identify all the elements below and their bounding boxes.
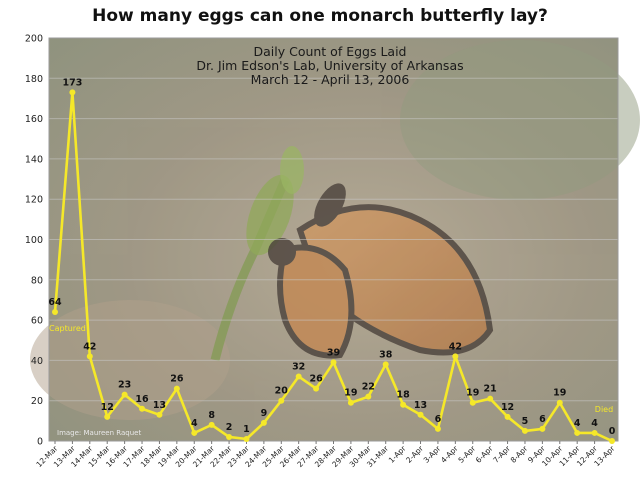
- y-tick-label: 180: [25, 74, 43, 85]
- data-point: [191, 429, 198, 436]
- data-point: [52, 309, 58, 316]
- data-point: [208, 421, 215, 428]
- data-point: [591, 429, 598, 436]
- data-label: 13: [153, 400, 166, 411]
- data-label: 6: [539, 414, 546, 425]
- data-label: 32: [292, 362, 305, 373]
- annotations: Captured Died: [49, 324, 613, 414]
- data-label: 13: [414, 400, 427, 411]
- data-point: [521, 427, 528, 434]
- y-tick-label: 140: [25, 154, 43, 165]
- data-label: 4: [591, 418, 598, 429]
- data-point: [556, 399, 563, 406]
- data-point: [278, 397, 285, 404]
- x-tick-label: 13-Apr: [592, 443, 617, 468]
- data-label: 64: [48, 297, 62, 308]
- image-credit-text: Image: Maureen Raquet: [57, 429, 141, 437]
- data-label: 8: [208, 410, 215, 421]
- y-tick-label: 40: [31, 356, 43, 367]
- data-point: [365, 393, 372, 400]
- data-point: [313, 385, 320, 392]
- y-tick-label: 200: [25, 34, 43, 45]
- x-tick-label: 3-Apr: [422, 443, 443, 464]
- data-point: [260, 419, 267, 426]
- data-label: 20: [275, 386, 289, 397]
- data-label: 22: [362, 382, 375, 393]
- data-point: [434, 425, 441, 432]
- x-tick-label: 2-Apr: [404, 443, 425, 464]
- data-point: [539, 425, 546, 432]
- data-label: 42: [449, 341, 462, 352]
- data-label: 4: [574, 418, 581, 429]
- data-point: [347, 399, 354, 406]
- subtitle-line: March 12 - April 13, 2006: [251, 72, 410, 87]
- data-point: [400, 401, 407, 408]
- y-tick-label: 60: [31, 316, 43, 327]
- data-label: 23: [118, 380, 131, 391]
- data-label: 19: [344, 388, 357, 399]
- data-label: 16: [135, 394, 149, 405]
- data-label: 2: [226, 422, 233, 433]
- data-point: [452, 353, 459, 360]
- data-label: 26: [170, 374, 184, 385]
- data-label: 12: [501, 402, 514, 413]
- annotation-label: Captured: [49, 324, 86, 333]
- data-point: [295, 373, 302, 380]
- y-tick-label: 120: [25, 195, 43, 206]
- x-tick-label: 8-Apr: [509, 443, 530, 464]
- data-label: 6: [435, 414, 442, 425]
- data-point: [226, 433, 233, 440]
- data-label: 19: [553, 388, 566, 399]
- data-label: 19: [466, 388, 479, 399]
- subtitle-line: Dr. Jim Edson's Lab, University of Arkan…: [196, 58, 463, 73]
- data-point: [139, 405, 146, 412]
- image-credit: Image: Maureen Raquet: [57, 429, 141, 437]
- data-point: [243, 435, 250, 442]
- data-label: 21: [484, 384, 497, 395]
- egg-count-series: [52, 89, 615, 444]
- data-label: 4: [191, 418, 198, 429]
- data-point: [86, 353, 93, 360]
- data-label: 1: [243, 424, 250, 435]
- data-label: 18: [397, 390, 411, 401]
- data-point: [69, 89, 76, 96]
- x-tick-label: 5-Apr: [456, 443, 477, 464]
- annotation-label: Died: [595, 405, 613, 414]
- data-point: [121, 391, 128, 398]
- y-tick-label: 20: [31, 396, 43, 407]
- x-tick-label: 7-Apr: [491, 443, 512, 464]
- data-point: [104, 413, 111, 420]
- data-point: [574, 429, 581, 436]
- data-point: [469, 399, 476, 406]
- data-label: 0: [609, 426, 616, 437]
- data-point: [330, 359, 337, 366]
- data-label: 12: [101, 402, 114, 413]
- data-point: [609, 438, 615, 444]
- x-tick-label: 4-Apr: [439, 443, 460, 464]
- y-tick-label: 80: [31, 275, 43, 286]
- chart-title: How many eggs can one monarch butterfly …: [92, 6, 548, 26]
- data-point: [173, 385, 180, 392]
- y-tick-label: 100: [25, 235, 43, 246]
- data-point: [417, 411, 424, 418]
- data-label: 42: [83, 341, 96, 352]
- data-label: 38: [379, 349, 393, 360]
- data-label: 5: [522, 416, 529, 427]
- data-label: 39: [327, 347, 340, 358]
- data-label: 9: [261, 408, 268, 419]
- data-label: 26: [309, 374, 323, 385]
- data-point: [382, 361, 389, 368]
- x-tick-label: 6-Apr: [474, 443, 495, 464]
- data-point: [487, 395, 494, 402]
- data-point: [504, 413, 511, 420]
- data-label: 173: [62, 77, 82, 88]
- subtitle-line: Daily Count of Eggs Laid: [253, 44, 406, 59]
- x-tick-label: 1-Apr: [387, 443, 408, 464]
- y-tick-label: 0: [37, 437, 43, 448]
- data-point: [156, 411, 163, 418]
- y-tick-label: 160: [25, 114, 43, 125]
